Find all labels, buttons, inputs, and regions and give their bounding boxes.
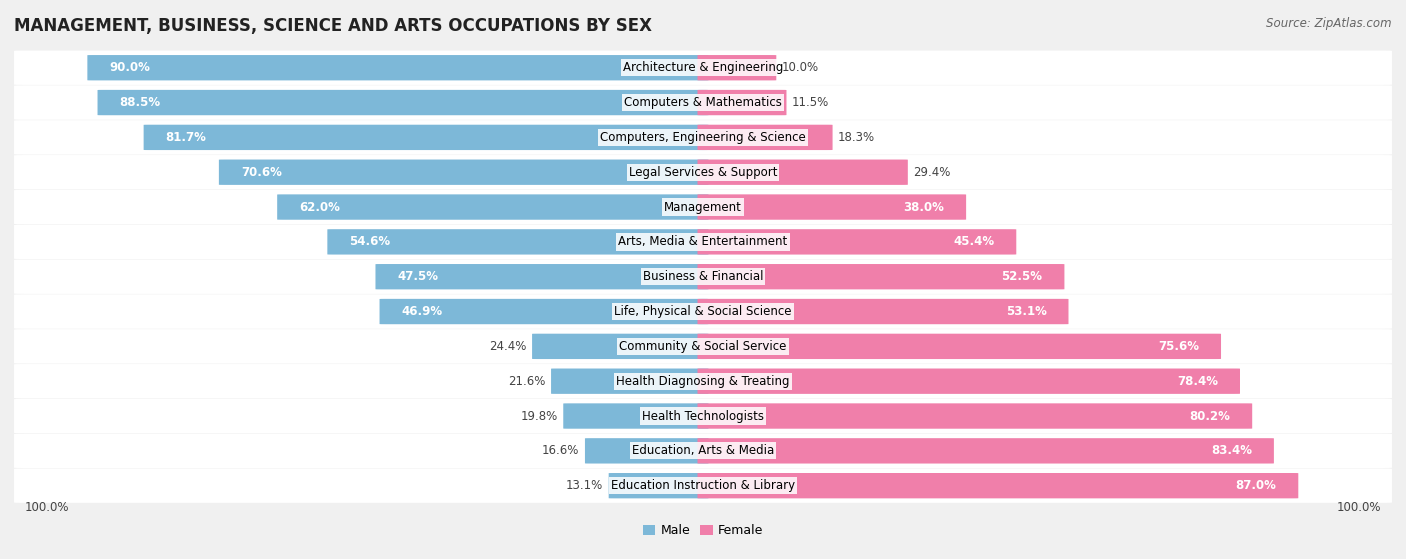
FancyBboxPatch shape bbox=[551, 368, 709, 394]
FancyBboxPatch shape bbox=[375, 264, 709, 290]
Text: 10.0%: 10.0% bbox=[782, 61, 818, 74]
Text: 90.0%: 90.0% bbox=[110, 61, 150, 74]
FancyBboxPatch shape bbox=[697, 159, 908, 185]
FancyBboxPatch shape bbox=[14, 225, 1392, 259]
FancyBboxPatch shape bbox=[697, 404, 1253, 429]
FancyBboxPatch shape bbox=[143, 125, 709, 150]
FancyBboxPatch shape bbox=[697, 334, 1220, 359]
Text: Architecture & Engineering: Architecture & Engineering bbox=[623, 61, 783, 74]
FancyBboxPatch shape bbox=[697, 368, 1240, 394]
Text: 83.4%: 83.4% bbox=[1211, 444, 1251, 457]
Text: 13.1%: 13.1% bbox=[567, 479, 603, 492]
FancyBboxPatch shape bbox=[697, 90, 786, 115]
FancyBboxPatch shape bbox=[277, 195, 709, 220]
FancyBboxPatch shape bbox=[609, 473, 709, 499]
Text: Computers, Engineering & Science: Computers, Engineering & Science bbox=[600, 131, 806, 144]
Text: 80.2%: 80.2% bbox=[1189, 410, 1230, 423]
Text: 53.1%: 53.1% bbox=[1005, 305, 1046, 318]
FancyBboxPatch shape bbox=[14, 259, 1392, 294]
Text: 29.4%: 29.4% bbox=[914, 165, 950, 179]
Text: Health Diagnosing & Treating: Health Diagnosing & Treating bbox=[616, 375, 790, 388]
FancyBboxPatch shape bbox=[531, 334, 709, 359]
Text: 75.6%: 75.6% bbox=[1159, 340, 1199, 353]
FancyBboxPatch shape bbox=[328, 229, 709, 254]
Text: Business & Financial: Business & Financial bbox=[643, 270, 763, 283]
Text: Arts, Media & Entertainment: Arts, Media & Entertainment bbox=[619, 235, 787, 248]
FancyBboxPatch shape bbox=[697, 55, 776, 80]
FancyBboxPatch shape bbox=[14, 50, 1392, 85]
FancyBboxPatch shape bbox=[219, 159, 709, 185]
FancyBboxPatch shape bbox=[697, 264, 1064, 290]
Text: 87.0%: 87.0% bbox=[1236, 479, 1277, 492]
Text: 19.8%: 19.8% bbox=[520, 410, 558, 423]
FancyBboxPatch shape bbox=[697, 195, 966, 220]
Text: 52.5%: 52.5% bbox=[1001, 270, 1042, 283]
Text: 16.6%: 16.6% bbox=[543, 444, 579, 457]
FancyBboxPatch shape bbox=[380, 299, 709, 324]
FancyBboxPatch shape bbox=[14, 434, 1392, 468]
Text: 62.0%: 62.0% bbox=[299, 201, 340, 214]
FancyBboxPatch shape bbox=[697, 229, 1017, 254]
Text: Education Instruction & Library: Education Instruction & Library bbox=[612, 479, 794, 492]
Text: Health Technologists: Health Technologists bbox=[643, 410, 763, 423]
FancyBboxPatch shape bbox=[14, 468, 1392, 503]
FancyBboxPatch shape bbox=[697, 473, 1298, 499]
Text: 100.0%: 100.0% bbox=[1337, 501, 1381, 514]
Text: Community & Social Service: Community & Social Service bbox=[619, 340, 787, 353]
FancyBboxPatch shape bbox=[697, 438, 1274, 463]
Text: 88.5%: 88.5% bbox=[120, 96, 160, 109]
FancyBboxPatch shape bbox=[97, 90, 709, 115]
Text: 18.3%: 18.3% bbox=[838, 131, 875, 144]
Text: 11.5%: 11.5% bbox=[792, 96, 830, 109]
FancyBboxPatch shape bbox=[14, 155, 1392, 190]
FancyBboxPatch shape bbox=[697, 299, 1069, 324]
Text: 38.0%: 38.0% bbox=[903, 201, 943, 214]
FancyBboxPatch shape bbox=[14, 86, 1392, 120]
FancyBboxPatch shape bbox=[14, 329, 1392, 363]
FancyBboxPatch shape bbox=[87, 55, 709, 80]
FancyBboxPatch shape bbox=[564, 404, 709, 429]
FancyBboxPatch shape bbox=[14, 399, 1392, 433]
Text: Computers & Mathematics: Computers & Mathematics bbox=[624, 96, 782, 109]
Text: Education, Arts & Media: Education, Arts & Media bbox=[631, 444, 775, 457]
Text: 78.4%: 78.4% bbox=[1177, 375, 1218, 388]
Text: 21.6%: 21.6% bbox=[508, 375, 546, 388]
Text: Legal Services & Support: Legal Services & Support bbox=[628, 165, 778, 179]
Legend: Male, Female: Male, Female bbox=[638, 519, 768, 542]
FancyBboxPatch shape bbox=[697, 125, 832, 150]
FancyBboxPatch shape bbox=[14, 295, 1392, 329]
Text: 47.5%: 47.5% bbox=[398, 270, 439, 283]
Text: Management: Management bbox=[664, 201, 742, 214]
Text: 100.0%: 100.0% bbox=[25, 501, 69, 514]
Text: 70.6%: 70.6% bbox=[240, 165, 281, 179]
FancyBboxPatch shape bbox=[14, 120, 1392, 154]
Text: 81.7%: 81.7% bbox=[166, 131, 207, 144]
FancyBboxPatch shape bbox=[585, 438, 709, 463]
Text: MANAGEMENT, BUSINESS, SCIENCE AND ARTS OCCUPATIONS BY SEX: MANAGEMENT, BUSINESS, SCIENCE AND ARTS O… bbox=[14, 17, 652, 35]
Text: 45.4%: 45.4% bbox=[953, 235, 994, 248]
Text: Source: ZipAtlas.com: Source: ZipAtlas.com bbox=[1267, 17, 1392, 30]
Text: 54.6%: 54.6% bbox=[350, 235, 391, 248]
Text: 24.4%: 24.4% bbox=[489, 340, 527, 353]
FancyBboxPatch shape bbox=[14, 190, 1392, 224]
Text: Life, Physical & Social Science: Life, Physical & Social Science bbox=[614, 305, 792, 318]
FancyBboxPatch shape bbox=[14, 364, 1392, 399]
Text: 46.9%: 46.9% bbox=[402, 305, 443, 318]
